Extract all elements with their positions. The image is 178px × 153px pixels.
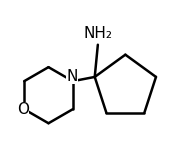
Text: N: N	[66, 69, 77, 84]
Text: NH₂: NH₂	[83, 26, 112, 41]
Text: O: O	[17, 102, 29, 117]
